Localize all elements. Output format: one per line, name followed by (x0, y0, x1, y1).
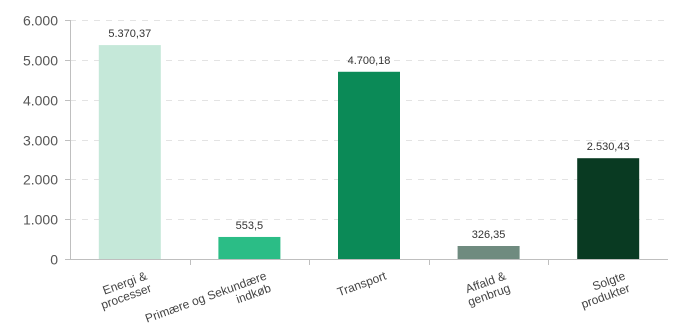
category-label: Energi &processer (95, 269, 154, 312)
bar[interactable] (98, 45, 161, 259)
bar[interactable] (218, 236, 281, 259)
y-tick-label: 0 (50, 252, 58, 268)
y-tick-label: 6.000 (23, 13, 58, 29)
data-label: 326,35 (472, 229, 506, 241)
data-label: 553,5 (236, 220, 264, 232)
data-label: 4.700,18 (348, 55, 391, 67)
data-label: 5.370,37 (108, 28, 151, 40)
bar[interactable] (457, 246, 520, 259)
category-label: Solgteprodukter (575, 269, 632, 312)
x-axis (70, 259, 668, 265)
category-label: Transport (335, 268, 388, 299)
y-tick-label: 3.000 (23, 133, 58, 149)
data-label: 2.530,43 (587, 141, 630, 153)
bars (98, 45, 640, 260)
y-axis: 0 1.000 2.000 3.000 4.000 5.000 6.000 (23, 13, 71, 268)
category-label: Primære og Sekundæreindkøb (143, 269, 273, 331)
data-labels: 5.370,37 553,5 4.700,18 326,35 2.530,43 (108, 28, 629, 241)
category-label-line: Transport (335, 268, 388, 299)
grid-lines (70, 20, 668, 220)
bar[interactable] (338, 71, 400, 260)
y-tick-label: 2.000 (23, 172, 58, 188)
category-label: Affald &genbrug (461, 269, 512, 309)
y-tick-label: 1.000 (23, 212, 58, 228)
y-tick-label: 4.000 (23, 93, 58, 109)
bar[interactable] (577, 158, 640, 259)
y-tick-label: 5.000 (23, 53, 58, 69)
